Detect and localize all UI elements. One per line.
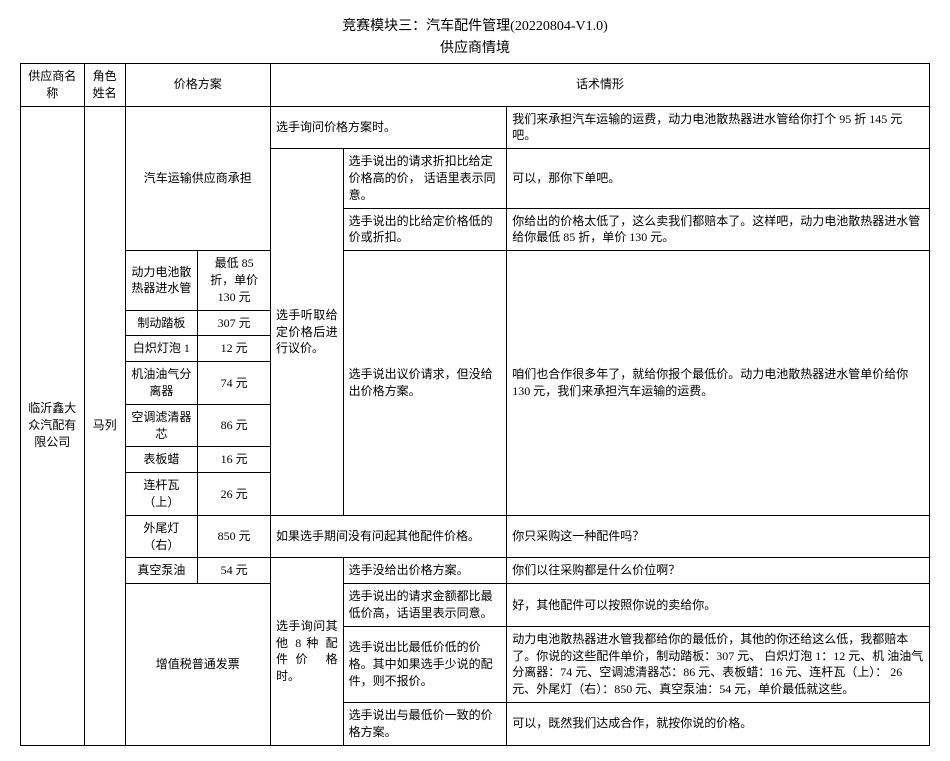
- nego-right: 咱们也合作很多年了，就给你报个最低价。动力电池散热器进水管单价给你 130 元，…: [507, 251, 930, 516]
- part1-val: 最低 85 折，单价 130 元: [198, 251, 271, 310]
- part8-name: 外尾灯（右）: [125, 515, 198, 558]
- part5-name: 空调滤清器芯: [125, 404, 198, 447]
- supplier-cell: 临沂鑫大众汽配有限公司: [21, 106, 85, 745]
- table-header-row: 供应商名称 角色姓名 价格方案 话术情形: [21, 64, 930, 107]
- th-role: 角色姓名: [84, 64, 125, 107]
- r1-left: 选手询问价格方案时。: [270, 106, 506, 149]
- r8-left: 如果选手期间没有问起其他配件价格。: [270, 515, 506, 558]
- table-row: 动力电池散热器进水管 最低 85 折，单价 130 元 选手说出议价请求，但没给…: [21, 251, 930, 310]
- table-row: 真空泵油 54 元 选手询问其他 8 种 配件价 格时。 选手没给出价格方案。 …: [21, 558, 930, 584]
- part2-val: 307 元: [198, 310, 271, 336]
- role-cell: 马列: [84, 106, 125, 745]
- table-row: 临沂鑫大众汽配有限公司 马列 汽车运输供应商承担 选手询问价格方案时。 我们来承…: [21, 106, 930, 149]
- part3-name: 白炽灯泡 1: [125, 336, 198, 362]
- supplier-scenario-table: 供应商名称 角色姓名 价格方案 话术情形 临沂鑫大众汽配有限公司 马列 汽车运输…: [20, 63, 930, 746]
- part2-name: 制动踏板: [125, 310, 198, 336]
- part3-val: 12 元: [198, 336, 271, 362]
- th-price-plan: 价格方案: [125, 64, 270, 107]
- table-row: 外尾灯（右） 850 元 如果选手期间没有问起其他配件价格。 你只采购这一种配件…: [21, 515, 930, 558]
- page-title: 竞赛模块三：汽车配件管理(20220804-V1.0): [20, 15, 930, 35]
- part5-val: 86 元: [198, 404, 271, 447]
- r2-mid: 选手说出的请求折扣比给定价格高的价， 话语里表示同意。: [343, 149, 507, 208]
- part9-name: 真空泵油: [125, 558, 198, 584]
- r12-right: 可以，既然我们达成合作，就按你说的价格。: [507, 702, 930, 745]
- r1-right: 我们来承担汽车运输的运费，动力电池散热器进水管给你打个 95 折 145 元 吧…: [507, 106, 930, 149]
- page-subtitle: 供应商情境: [20, 37, 930, 57]
- part1-name: 动力电池散热器进水管: [125, 251, 198, 310]
- part8-val: 850 元: [198, 515, 271, 558]
- r11-mid: 选手说出比最低价低的价格。其中如果选手少说的配件，则不报价。: [343, 626, 507, 702]
- th-supplier: 供应商名称: [21, 64, 85, 107]
- r2-right: 可以，那你下单吧。: [507, 149, 930, 208]
- part6-name: 表板蜡: [125, 447, 198, 473]
- r10-right: 好，其他配件可以按照你说的卖给你。: [507, 584, 930, 627]
- part4-val: 74 元: [198, 362, 271, 405]
- r8-right: 你只采购这一种配件吗？: [507, 515, 930, 558]
- th-script: 话术情形: [270, 64, 929, 107]
- nego-mid: 选手说出议价请求，但没给出价格方案。: [343, 251, 507, 516]
- r11-right: 动力电池散热器进水管我都给你的最低价，其他的你还给这么低，我都赔本了。你说的这些…: [507, 626, 930, 702]
- r3-right: 你给出的价格太低了，这么卖我们都赔本了。这样吧，动力电池散热器进水管给你最低 8…: [507, 208, 930, 251]
- part6-val: 16 元: [198, 447, 271, 473]
- ask-label: 选手询问其他 8 种 配件价 格时。: [270, 558, 343, 745]
- r9-mid: 选手没给出价格方案。: [343, 558, 507, 584]
- part7-name: 连杆瓦（上）: [125, 473, 198, 516]
- r10-mid: 选手说出的请求金额都比最低价高，话语里表示同意。: [343, 584, 507, 627]
- plan-b-cell: 增值税普通发票: [125, 584, 270, 745]
- plan-a-cell: 汽车运输供应商承担: [125, 106, 270, 251]
- table-row: 增值税普通发票 选手说出的请求金额都比最低价高，话语里表示同意。 好，其他配件可…: [21, 584, 930, 627]
- part7-val: 26 元: [198, 473, 271, 516]
- part9-val: 54 元: [198, 558, 271, 584]
- r3-mid: 选手说出的比给定价格低的价或折扣。: [343, 208, 507, 251]
- r9-right: 你们以往采购都是什么价位啊？: [507, 558, 930, 584]
- part4-name: 机油油气分离器: [125, 362, 198, 405]
- r12-mid: 选手说出与最低价一致的价格方案。: [343, 702, 507, 745]
- listen-label: 选手听取给定价格后进行议价。: [270, 149, 343, 516]
